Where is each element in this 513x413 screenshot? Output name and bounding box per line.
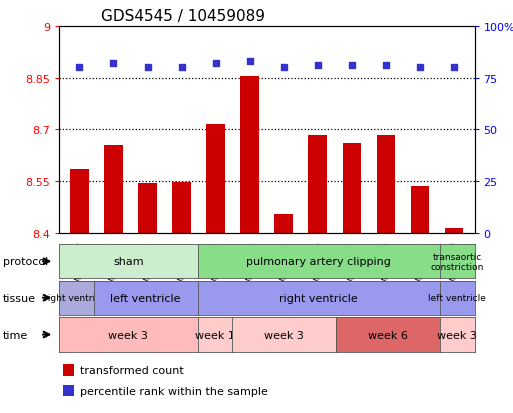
Text: transaortic
constriction: transaortic constriction [430, 252, 484, 271]
Bar [343, 144, 361, 233]
Point [382, 63, 390, 69]
Point [144, 65, 152, 71]
Text: GDS4545 / 10459089: GDS4545 / 10459089 [101, 9, 265, 24]
Bar [104, 146, 123, 233]
Bar [308, 135, 327, 233]
Bar [411, 187, 429, 233]
Point [177, 65, 186, 71]
Text: protocol: protocol [3, 256, 48, 267]
Bar [206, 125, 225, 233]
Text: pulmonary artery clipping: pulmonary artery clipping [246, 256, 391, 267]
Bar [70, 170, 89, 233]
Bar [274, 214, 293, 233]
Point [211, 61, 220, 67]
Point [246, 59, 254, 65]
Point [348, 63, 356, 69]
Text: left ventricle: left ventricle [428, 294, 486, 302]
Bar [63, 385, 73, 396]
Text: week 3: week 3 [108, 330, 148, 340]
Bar [138, 183, 157, 233]
Point [314, 63, 322, 69]
Text: week 3: week 3 [437, 330, 477, 340]
Bar [172, 183, 191, 233]
Text: tissue: tissue [3, 293, 36, 303]
Point [450, 65, 458, 71]
Text: right ventricle: right ventricle [44, 294, 108, 302]
Point [109, 61, 117, 67]
Text: sham: sham [113, 256, 144, 267]
Text: time: time [3, 330, 28, 340]
Point [75, 65, 84, 71]
Text: left ventricle: left ventricle [110, 293, 181, 303]
Point [280, 65, 288, 71]
Text: right ventricle: right ventricle [279, 293, 358, 303]
Text: week 3: week 3 [264, 330, 304, 340]
Text: week 6: week 6 [368, 330, 408, 340]
Text: week 1: week 1 [195, 330, 235, 340]
Bar [377, 135, 396, 233]
Bar [445, 228, 463, 233]
Bar [63, 364, 73, 376]
Text: percentile rank within the sample: percentile rank within the sample [80, 386, 268, 396]
Point [416, 65, 424, 71]
Text: transformed count: transformed count [80, 365, 184, 375]
Bar [241, 77, 259, 233]
